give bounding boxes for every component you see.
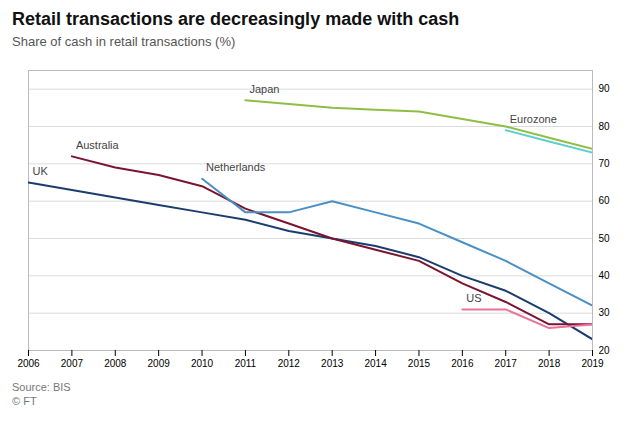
svg-text:2011: 2011 (235, 358, 257, 369)
svg-text:Eurozone: Eurozone (510, 113, 557, 125)
svg-text:Netherlands: Netherlands (206, 161, 266, 173)
svg-text:2007: 2007 (61, 358, 84, 369)
html-text:Retail transactions are decrea: Retail transactions are decreasingly mad… (12, 9, 460, 29)
svg-text:70: 70 (599, 158, 611, 169)
svg-text:20: 20 (599, 345, 611, 356)
svg-text:2008: 2008 (104, 358, 127, 369)
svg-text:30: 30 (599, 307, 611, 318)
svg-text:2009: 2009 (148, 358, 171, 369)
svg-text:2010: 2010 (191, 358, 214, 369)
svg-text:2019: 2019 (581, 358, 604, 369)
svg-text:60: 60 (599, 195, 611, 206)
svg-text:UK: UK (33, 165, 49, 177)
svg-text:2018: 2018 (538, 358, 561, 369)
svg-text:2017: 2017 (495, 358, 518, 369)
html-text:Source: BIS: Source: BIS (12, 381, 71, 393)
svg-text:US: US (466, 292, 481, 304)
svg-text:Australia: Australia (76, 139, 120, 151)
html-text:© FT: © FT (12, 395, 37, 407)
svg-text:2012: 2012 (278, 358, 301, 369)
svg-text:2016: 2016 (451, 358, 474, 369)
svg-text:2013: 2013 (321, 358, 344, 369)
svg-text:2014: 2014 (364, 358, 387, 369)
svg-text:50: 50 (599, 233, 611, 244)
svg-text:Japan: Japan (249, 83, 279, 95)
svg-text:80: 80 (599, 121, 611, 132)
html-text:Share of cash in retail transa: Share of cash in retail transactions (%) (12, 34, 236, 49)
svg-text:2006: 2006 (17, 358, 40, 369)
svg-text:40: 40 (599, 270, 611, 281)
svg-text:2015: 2015 (408, 358, 431, 369)
svg-text:90: 90 (599, 83, 611, 94)
